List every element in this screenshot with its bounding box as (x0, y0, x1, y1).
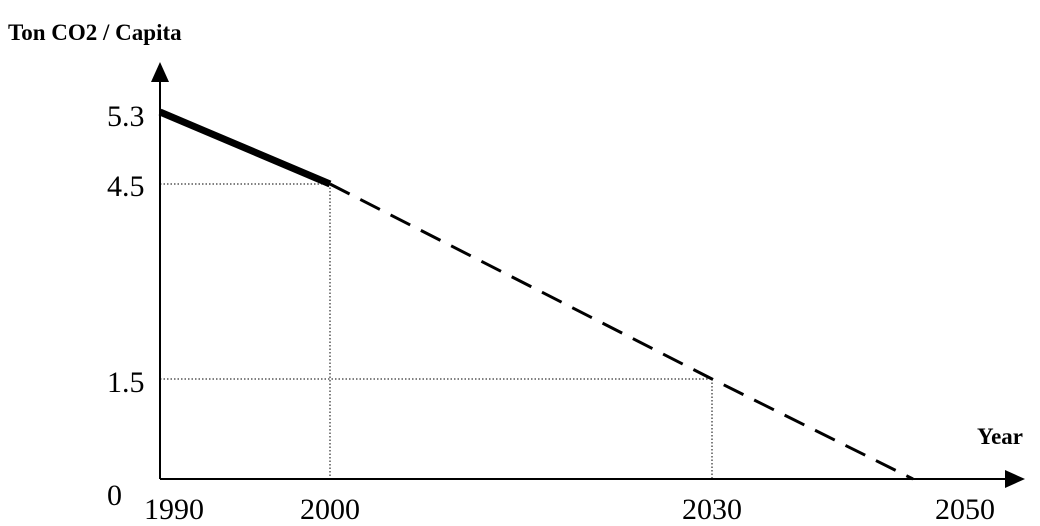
y-tick-1-5: 1.5 (107, 366, 145, 399)
x-axis-arrow (1005, 470, 1025, 488)
guide-lines (160, 183, 713, 479)
x-tick-2000: 2000 (300, 493, 360, 526)
y-tick-0: 0 (107, 479, 122, 512)
y-tick-4-5: 4.5 (107, 170, 145, 203)
x-tick-1990: 1990 (144, 493, 204, 526)
series-line-historical (158, 108, 332, 188)
series-lines (158, 108, 914, 481)
y-axis-title: Ton CO2 / Capita (8, 20, 182, 45)
x-tick-2050: 2050 (935, 493, 995, 526)
y-tick-5-3: 5.3 (107, 100, 145, 133)
x-tick-2030: 2030 (682, 493, 742, 526)
y-axis-arrow (151, 62, 169, 82)
x-axis-title: Year (977, 424, 1023, 449)
series-line-projection (329, 182, 914, 481)
